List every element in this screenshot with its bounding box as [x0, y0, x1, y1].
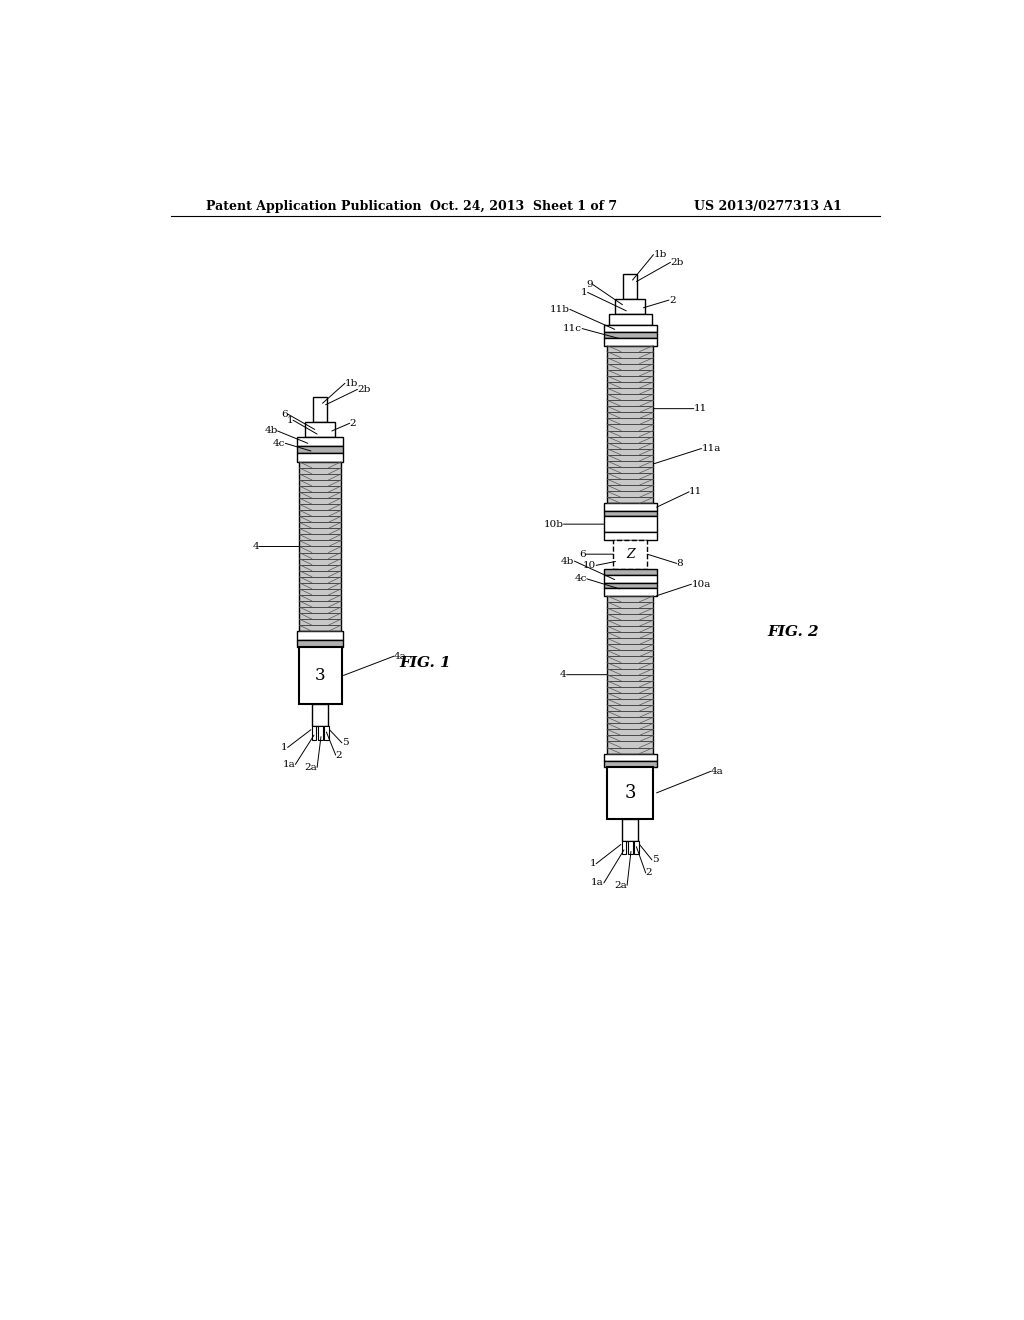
Text: 1a: 1a — [591, 879, 604, 887]
Bar — [604, 333, 656, 338]
Text: 2a: 2a — [304, 763, 317, 772]
Text: 4a: 4a — [394, 652, 407, 661]
Bar — [324, 726, 329, 739]
Bar — [615, 298, 645, 314]
Bar — [607, 767, 653, 818]
Text: 11: 11 — [689, 487, 702, 496]
Text: 2: 2 — [349, 418, 356, 428]
Text: 8: 8 — [677, 558, 683, 568]
Text: 9: 9 — [587, 280, 593, 289]
Text: 1b: 1b — [345, 379, 358, 388]
Bar — [604, 325, 656, 333]
Bar — [604, 576, 656, 582]
Bar — [312, 705, 328, 726]
Bar — [628, 841, 633, 854]
Text: 10b: 10b — [544, 520, 563, 528]
Bar — [604, 589, 656, 595]
Bar — [613, 540, 647, 569]
Text: Z: Z — [626, 548, 635, 561]
Bar — [297, 640, 343, 647]
Text: 10: 10 — [583, 561, 596, 570]
Text: US 2013/0277313 A1: US 2013/0277313 A1 — [693, 199, 842, 213]
Bar — [604, 754, 656, 762]
Text: 6: 6 — [580, 549, 586, 558]
Text: Patent Application Publication: Patent Application Publication — [206, 199, 421, 213]
Text: 11c: 11c — [563, 325, 583, 333]
Bar — [311, 726, 316, 739]
Text: 4a: 4a — [711, 767, 724, 776]
Text: 4c: 4c — [273, 438, 286, 447]
Bar — [297, 446, 343, 453]
Text: 1a: 1a — [283, 760, 295, 768]
Bar — [604, 532, 656, 540]
Text: FIG. 1: FIG. 1 — [399, 656, 451, 669]
Text: 4b: 4b — [264, 426, 278, 436]
Bar — [623, 818, 638, 841]
Text: 4: 4 — [252, 543, 259, 550]
Text: FIG. 2: FIG. 2 — [767, 624, 819, 639]
Text: 2a: 2a — [614, 880, 627, 890]
Bar — [634, 841, 639, 854]
Text: 2: 2 — [669, 296, 676, 305]
Text: 2b: 2b — [357, 385, 371, 393]
Bar — [313, 397, 328, 422]
Bar — [604, 503, 656, 511]
Bar — [299, 647, 342, 705]
Text: 11b: 11b — [550, 305, 569, 314]
Text: 4b: 4b — [561, 557, 574, 565]
Bar — [624, 275, 637, 298]
Text: 4c: 4c — [574, 574, 587, 583]
Text: 11a: 11a — [701, 444, 721, 453]
Text: 10a: 10a — [691, 579, 711, 589]
Bar — [305, 422, 335, 437]
Bar — [607, 595, 653, 754]
Text: 3: 3 — [315, 667, 326, 684]
Bar — [299, 462, 341, 631]
Text: 1: 1 — [581, 288, 588, 297]
Text: 6: 6 — [281, 409, 288, 418]
Bar — [604, 762, 656, 767]
Text: 3: 3 — [625, 784, 636, 801]
Bar — [607, 346, 653, 503]
Text: 11: 11 — [693, 404, 707, 413]
Text: 1: 1 — [287, 416, 293, 425]
Text: 4: 4 — [560, 671, 566, 680]
Bar — [609, 314, 651, 325]
Text: 2b: 2b — [671, 257, 684, 267]
Text: 1b: 1b — [653, 251, 667, 259]
Text: 5: 5 — [652, 855, 658, 865]
Bar — [604, 511, 656, 516]
Bar — [604, 516, 656, 532]
Text: 1: 1 — [590, 859, 596, 869]
Text: 1: 1 — [281, 743, 288, 752]
Bar — [297, 437, 343, 446]
Bar — [604, 338, 656, 346]
Bar — [604, 569, 656, 576]
Text: 2: 2 — [336, 751, 342, 759]
Text: 5: 5 — [342, 738, 348, 747]
Bar — [604, 582, 656, 589]
Bar — [622, 841, 627, 854]
Bar — [297, 453, 343, 462]
Bar — [297, 631, 343, 640]
Bar — [317, 726, 323, 739]
Text: 2: 2 — [646, 869, 652, 878]
Text: Oct. 24, 2013  Sheet 1 of 7: Oct. 24, 2013 Sheet 1 of 7 — [430, 199, 617, 213]
